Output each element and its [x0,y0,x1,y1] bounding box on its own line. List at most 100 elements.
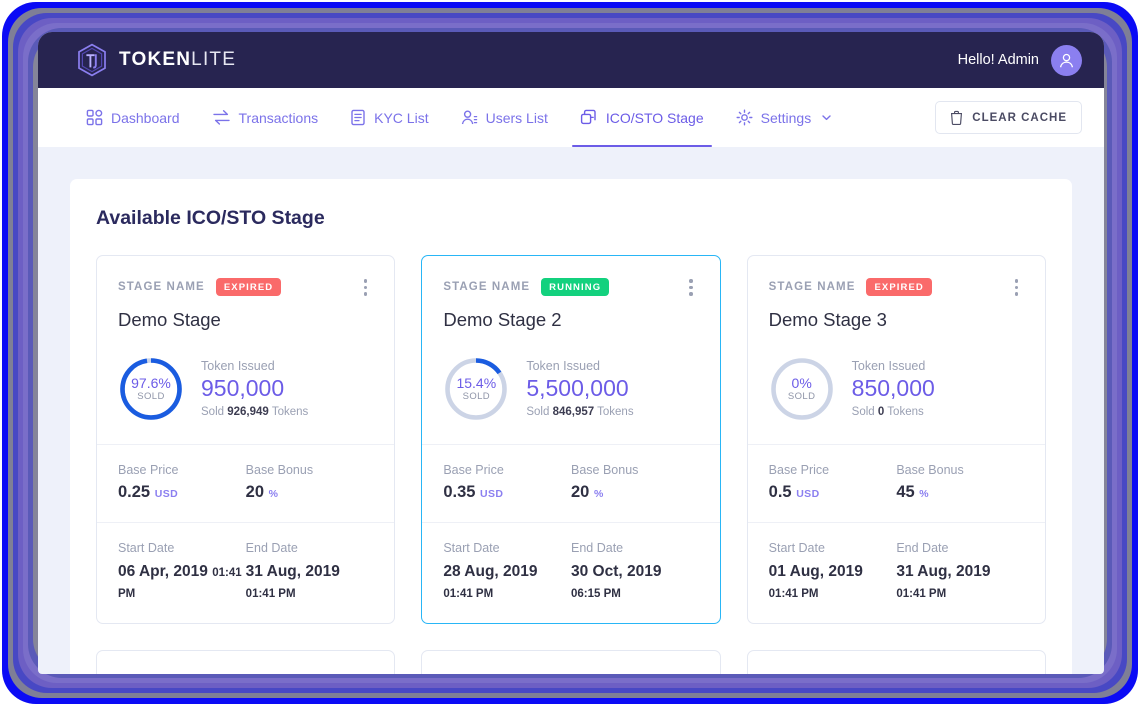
token-issued-block: Token Issued 950,000 Sold 926,949 Tokens [201,359,308,418]
start-date-cell: Start Date 01 Aug, 2019 01:41 PM [769,541,897,604]
start-date-text: 01 Aug, 2019 [768,562,863,580]
sold-prefix: Sold [851,405,875,418]
sold-prefix: Sold [526,405,550,418]
end-time-text: 01:41 PM [245,587,296,600]
end-date-text: 31 Aug, 2019 [896,562,991,580]
start-date-label: Start Date [768,540,825,555]
gear-icon [736,109,753,126]
token-issued-label: Token Issued [526,359,600,374]
donut-center-label: 0% SOLD [769,356,835,422]
start-time-text: 01:41 PM [768,587,819,600]
base-price-cell: Base Price 0.5 USD [769,463,897,502]
tokens-sold-value: 926,949 [227,405,269,418]
sold-suffix: Tokens [887,405,924,418]
sold-donut-chart: 15.4% SOLD [443,356,509,422]
status-badge: RUNNING [541,278,610,297]
greeting-text: Hello! Admin [957,52,1039,68]
next-row-cards [96,650,1046,674]
stage-card[interactable]: STAGE NAME RUNNING Demo Stage 2 [421,255,721,625]
start-date-label: Start Date [118,540,175,555]
start-date-cell: Start Date 06 Apr, 2019 01:41 PM [118,541,246,604]
base-price-label: Base Price [443,462,504,477]
start-date-text: 28 Aug, 2019 [443,562,538,580]
base-price-number: 0.5 [768,482,792,501]
brand-logo[interactable]: TOKENLITE [76,43,236,77]
start-date-value: 28 Aug, 2019 01:41 PM [443,561,571,604]
nav-item-ico-sto-stage[interactable]: ICO/STO Stage [566,88,718,147]
card-header-row: STAGE NAME EXPIRED [118,275,373,300]
brand-name: TOKENLITE [119,49,236,71]
end-time-text: 01:41 PM [896,587,947,600]
sold-caption: SOLD [462,391,491,403]
sold-caption: SOLD [787,391,816,403]
end-date-text: 30 Oct, 2019 [571,562,662,580]
card-progress-section: 0% SOLD Token Issued 850,000 Sold 0 [747,348,1045,445]
nav-item-settings[interactable]: Settings [722,88,847,147]
card-progress-section: 97.6% SOLD Token Issued 950,000 Sold 926… [97,348,395,445]
stage-card-partial[interactable] [96,650,396,674]
nav-label-users-list: Users List [485,109,548,126]
sold-suffix: Tokens [271,405,309,418]
donut-center-label: 15.4% SOLD [443,356,509,422]
kebab-menu-icon[interactable] [1009,275,1025,300]
base-bonus-cell: Base Bonus 20 % [571,463,699,502]
nav-item-transactions[interactable]: Transactions [198,88,333,147]
sold-donut-chart: 0% SOLD [769,356,835,422]
card-header-row: STAGE NAME EXPIRED [769,275,1024,300]
token-issued-block: Token Issued 850,000 Sold 0 Tokens [852,359,935,418]
end-date-value: 30 Oct, 2019 06:15 PM [571,561,699,604]
base-bonus-cell: Base Bonus 20 % [246,463,374,502]
start-date-label: Start Date [443,540,500,555]
base-price-cell: Base Price 0.25 USD [118,463,246,502]
token-issued-value: 5,500,000 [526,375,629,402]
tokenlite-cube-icon [78,43,106,77]
stage-name-value: Demo Stage [118,308,221,330]
nav-label-kyc-list: KYC List [374,109,429,126]
card-header: STAGE NAME RUNNING Demo Stage 2 [422,256,719,347]
app-window: TOKENLITE Hello! Admin [38,32,1104,674]
nav-item-kyc-list[interactable]: KYC List [336,88,442,147]
base-price-unit: USD [154,487,179,500]
percent-sold-value: 15.4% [456,374,497,391]
user-menu[interactable]: Hello! Admin [957,44,1082,76]
end-date-label: End Date [571,540,624,555]
base-bonus-number: 20 [571,482,590,501]
card-header: STAGE NAME EXPIRED Demo Stage 3 [748,256,1045,347]
end-date-value: 31 Aug, 2019 01:41 PM [246,561,374,604]
stage-card-partial[interactable] [746,650,1046,674]
percent-sold-value: 97.6% [131,374,171,391]
stage-card[interactable]: STAGE NAME EXPIRED Demo Stage 3 [746,255,1046,625]
stage-card-partial[interactable] [421,650,721,674]
start-time-text: 01:41 PM [118,566,242,600]
start-date-text: 06 Apr, 2019 [118,562,208,580]
sold-suffix: Tokens [597,405,634,418]
card-progress-section: 15.4% SOLD Token Issued 5,500,000 Sold 8… [422,348,720,445]
main-navigation: Dashboard Transactions KYC List [38,88,1104,147]
stages-panel: Available ICO/STO Stage STAGE NAME EXPIR… [70,179,1072,674]
nav-label-transactions: Transactions [238,109,319,126]
base-price-number: 0.35 [443,482,476,501]
status-badge: EXPIRED [215,278,282,297]
trash-icon [951,110,963,125]
base-price-unit: USD [480,487,504,500]
brand-name-light: LITE [191,49,237,70]
stage-card[interactable]: STAGE NAME EXPIRED Demo Stage [96,255,396,625]
tokens-sold-value: 846,957 [552,405,595,418]
card-dates-row: Start Date 28 Aug, 2019 01:41 PM End Date… [422,523,719,624]
nav-item-dashboard[interactable]: Dashboard [72,88,194,147]
kebab-menu-icon[interactable] [358,275,374,300]
nav-label-dashboard: Dashboard [111,109,180,126]
base-price-value: 0.25 USD [118,483,246,502]
clear-cache-button[interactable]: CLEAR CACHE [935,101,1082,134]
base-price-cell: Base Price 0.35 USD [443,463,571,502]
end-date-label: End Date [245,540,298,555]
token-issued-block: Token Issued 5,500,000 Sold 846,957 Toke… [526,359,633,418]
kebab-menu-icon[interactable] [683,275,699,300]
chevron-down-icon [822,115,831,121]
stage-name-value: Demo Stage 3 [768,308,887,330]
user-avatar-icon[interactable] [1051,44,1082,76]
start-date-value: 01 Aug, 2019 01:41 PM [769,561,897,604]
base-price-label: Base Price [118,462,179,477]
nav-item-users-list[interactable]: Users List [447,88,562,147]
